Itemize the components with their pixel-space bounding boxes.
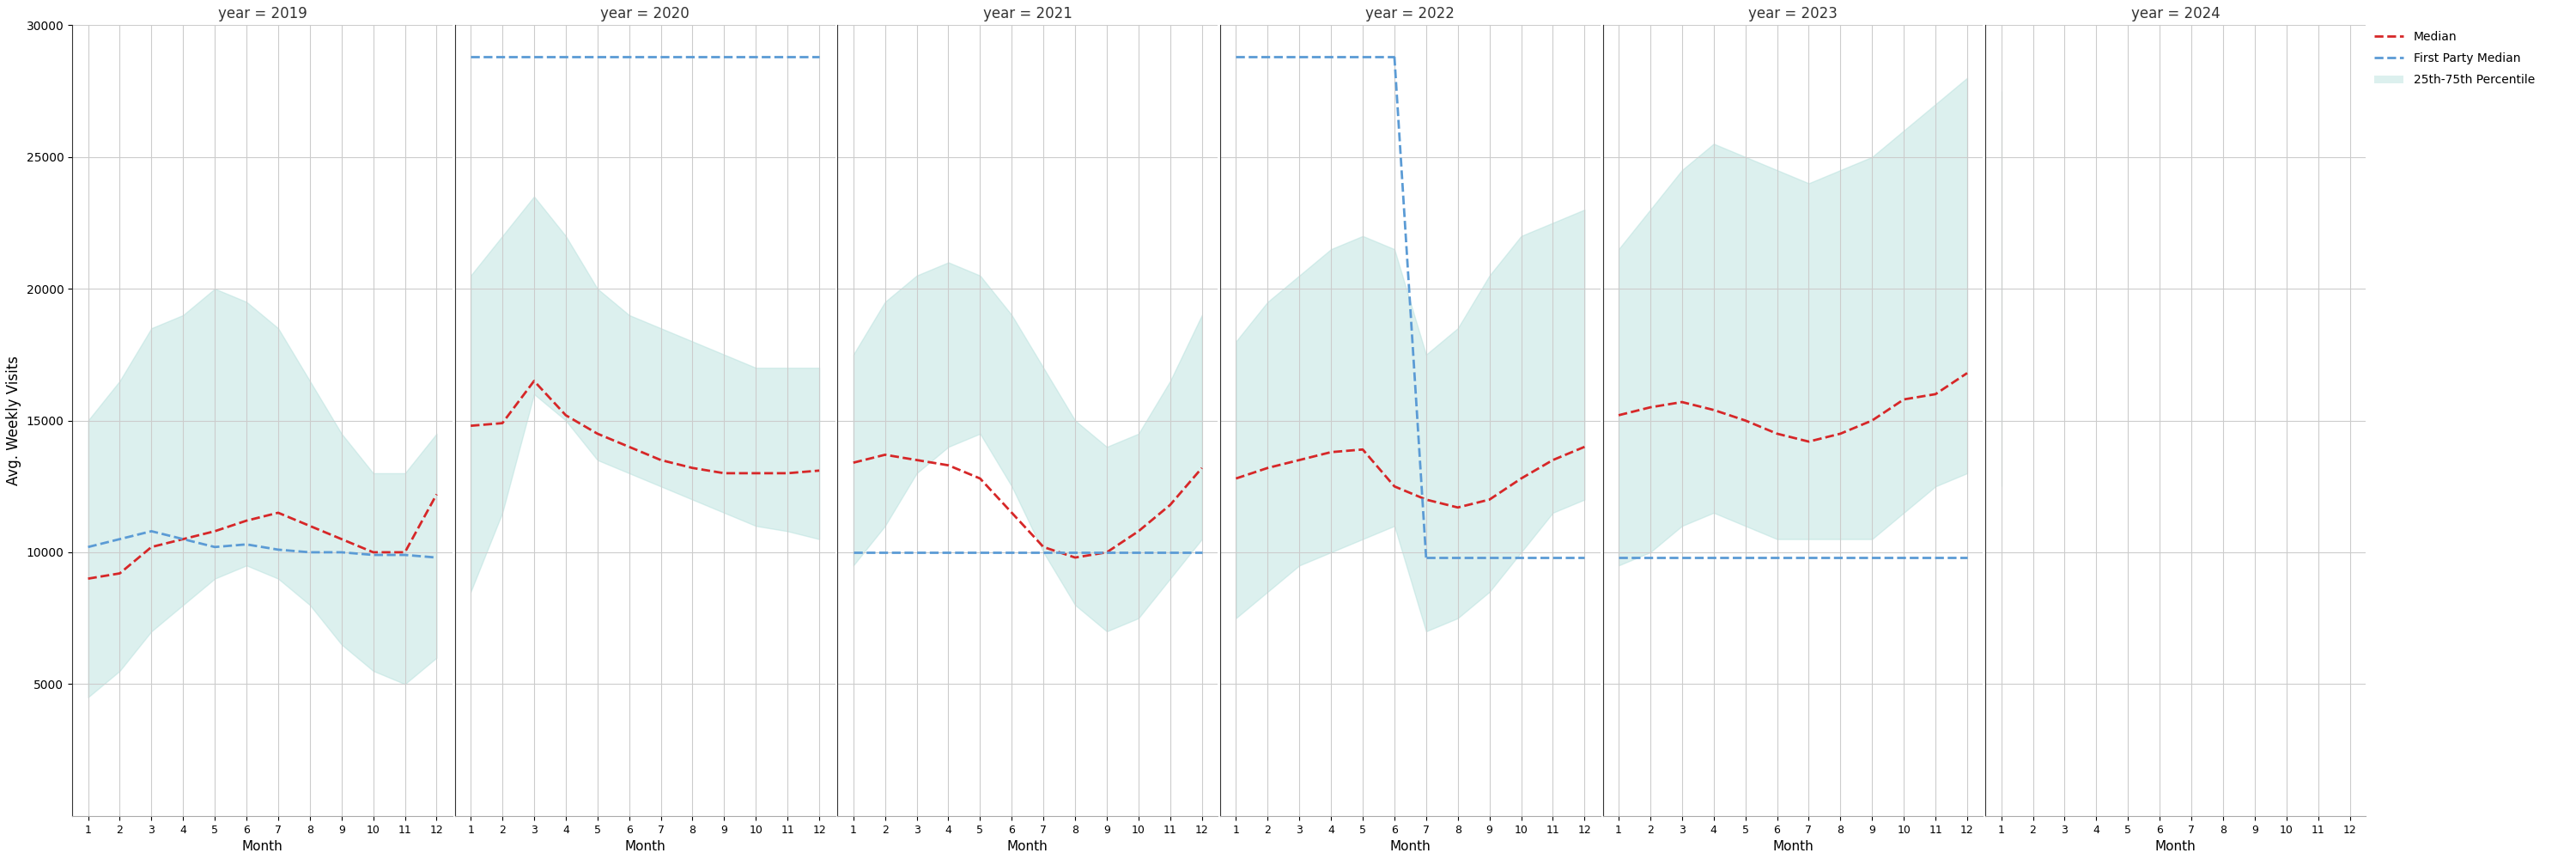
X-axis label: Month: Month (1007, 840, 1048, 853)
X-axis label: Month: Month (242, 840, 283, 853)
X-axis label: Month: Month (2156, 840, 2195, 853)
Title: year = 2021: year = 2021 (984, 6, 1072, 21)
Title: year = 2023: year = 2023 (1749, 6, 1837, 21)
Title: year = 2020: year = 2020 (600, 6, 690, 21)
X-axis label: Month: Month (623, 840, 665, 853)
Y-axis label: Avg. Weekly Visits: Avg. Weekly Visits (5, 356, 21, 485)
X-axis label: Month: Month (1391, 840, 1430, 853)
Title: year = 2019: year = 2019 (219, 6, 307, 21)
Legend: Median, First Party Median, 25th-75th Percentile: Median, First Party Median, 25th-75th Pe… (2375, 31, 2535, 86)
X-axis label: Month: Month (1772, 840, 1814, 853)
Title: year = 2024: year = 2024 (2130, 6, 2221, 21)
Title: year = 2022: year = 2022 (1365, 6, 1455, 21)
